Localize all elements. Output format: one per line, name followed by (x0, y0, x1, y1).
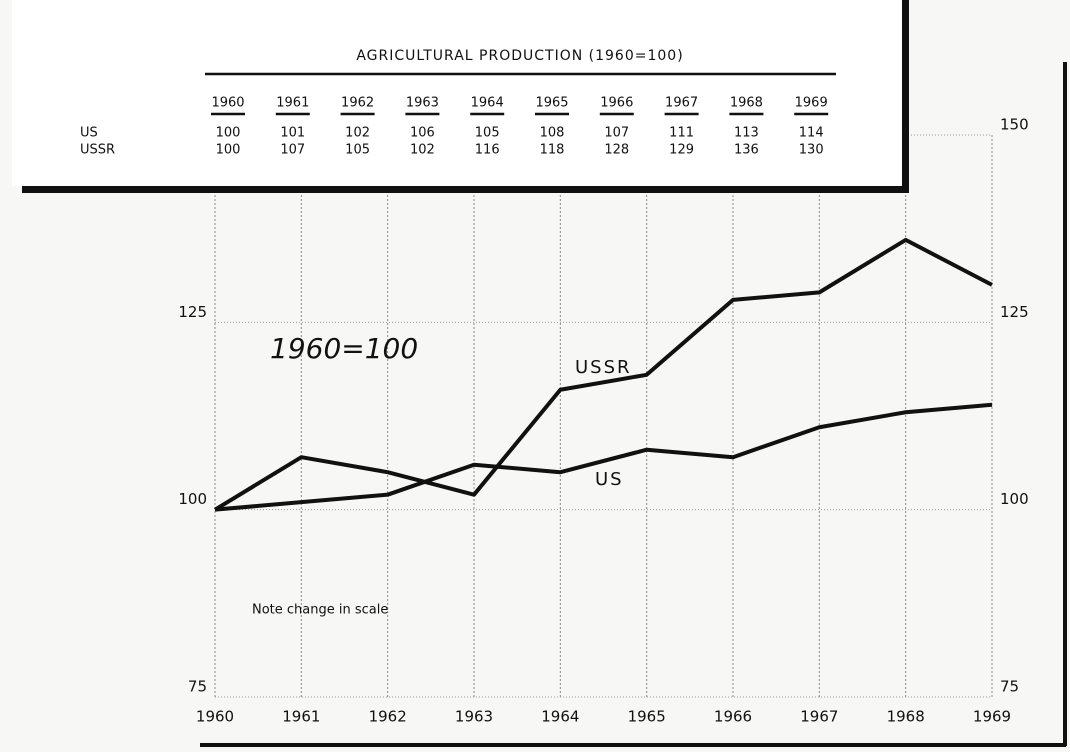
table-row-label: USSR (80, 143, 115, 158)
x-tick-label: 1966 (714, 708, 752, 726)
y-tick-label: 100 (178, 490, 207, 508)
y2-tick-label: 150 (1000, 116, 1029, 134)
table-cell: 107 (280, 143, 305, 158)
table-cell: 105 (475, 126, 500, 141)
y-tick-label: 75 (188, 678, 207, 696)
table-year: 1963 (406, 96, 439, 111)
table-cell: 100 (216, 143, 241, 158)
table-cell: 102 (345, 126, 370, 141)
table-cell: 130 (799, 143, 824, 158)
annotation: 1960=100 (270, 332, 418, 365)
table-cell: 129 (669, 143, 694, 158)
table-year: 1962 (341, 96, 374, 111)
table-row-label: US (80, 126, 98, 141)
table-cell: 102 (410, 143, 435, 158)
x-tick-label: 1967 (800, 708, 838, 726)
table-title: AGRICULTURAL PRODUCTION (1960=100) (356, 48, 683, 64)
y2-tick-label: 75 (1000, 678, 1019, 696)
table-year: 1968 (730, 96, 763, 111)
y2-tick-label: 125 (1000, 303, 1029, 321)
table-year: 1961 (276, 96, 309, 111)
annotation: Note change in scale (252, 603, 388, 618)
table-cell: 118 (540, 143, 565, 158)
x-tick-label: 1964 (541, 708, 579, 726)
table-year: 1966 (600, 96, 633, 111)
x-tick-label: 1969 (973, 708, 1011, 726)
table-year: 1969 (795, 96, 828, 111)
x-tick-label: 1960 (196, 708, 234, 726)
table-year: 1960 (211, 96, 244, 111)
table-cell: 111 (669, 126, 694, 141)
x-tick-label: 1961 (282, 708, 320, 726)
table-cell: 116 (475, 143, 500, 158)
table-cell: 106 (410, 126, 435, 141)
x-tick-label: 1968 (887, 708, 925, 726)
y2-tick-label: 100 (1000, 490, 1029, 508)
y-tick-label: 125 (178, 303, 207, 321)
table-cell: 101 (280, 126, 305, 141)
plot-area: 7575100100125125150150196019611962196319… (178, 116, 1028, 726)
series-label: USSR (575, 357, 632, 378)
data-table: AGRICULTURAL PRODUCTION (1960=100) 1960 1… (12, 0, 909, 193)
table-box (12, 0, 902, 186)
table-year: 1967 (665, 96, 698, 111)
line-series (214, 402, 993, 512)
table-cell: 105 (345, 143, 370, 158)
line-series (213, 237, 993, 512)
x-tick-label: 1962 (369, 708, 407, 726)
series-label: US (595, 469, 624, 490)
table-cell: 107 (604, 126, 629, 141)
table-cell: 128 (604, 143, 629, 158)
x-tick-label: 1965 (628, 708, 666, 726)
table-year: 1964 (471, 96, 504, 111)
table-cell: 136 (734, 143, 759, 158)
table-cell: 113 (734, 126, 759, 141)
table-cell: 114 (799, 126, 824, 141)
x-tick-label: 1963 (455, 708, 493, 726)
table-year: 1965 (535, 96, 568, 111)
table-cell: 108 (540, 126, 565, 141)
table-cell: 100 (216, 126, 241, 141)
